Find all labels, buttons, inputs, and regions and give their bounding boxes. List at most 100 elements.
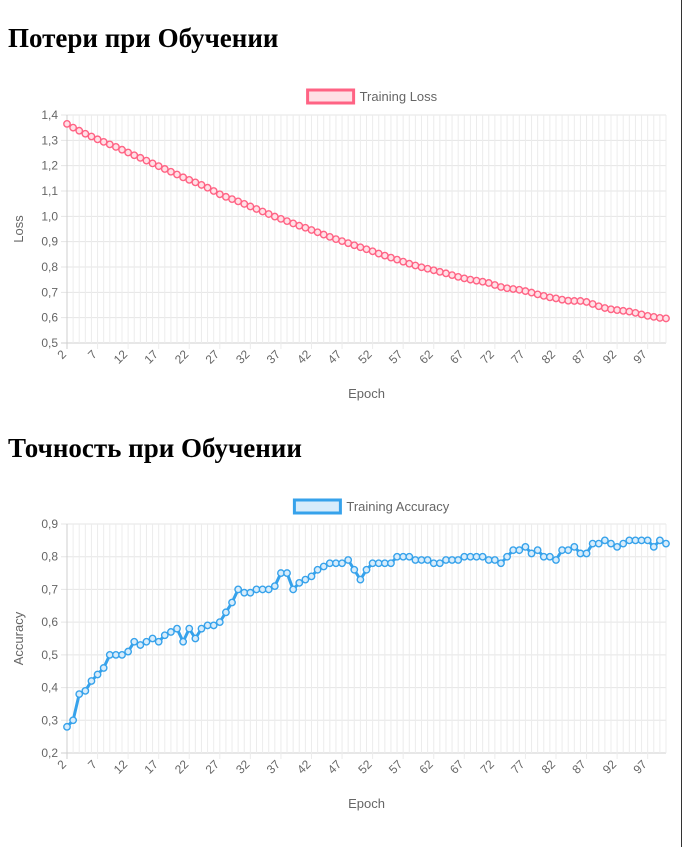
loss-legend-swatch bbox=[306, 88, 356, 105]
accuracy-data-point bbox=[338, 559, 346, 568]
loss-y-tick-label: 1,4 bbox=[41, 108, 58, 122]
loss-x-axis-title: Epoch bbox=[348, 386, 385, 401]
accuracy-x-tick-label: 57 bbox=[386, 757, 406, 777]
accuracy-data-point bbox=[613, 543, 622, 551]
accuracy-data-point bbox=[283, 569, 291, 577]
loss-data-point bbox=[619, 306, 628, 315]
loss-data-point bbox=[118, 145, 126, 154]
loss-data-point bbox=[124, 148, 133, 157]
accuracy-data-point bbox=[533, 546, 542, 555]
loss-data-point bbox=[497, 283, 505, 291]
accuracy-data-point bbox=[142, 637, 151, 646]
accuracy-data-point bbox=[197, 624, 206, 633]
accuracy-data-point bbox=[154, 637, 163, 646]
accuracy-data-point bbox=[130, 637, 139, 646]
accuracy-x-tick-label: 27 bbox=[203, 757, 223, 777]
loss-y-tick-label: 0,9 bbox=[41, 235, 58, 249]
loss-data-point bbox=[631, 308, 640, 317]
accuracy-data-point bbox=[515, 546, 524, 555]
loss-data-point bbox=[539, 291, 548, 300]
accuracy-data-point bbox=[649, 543, 658, 551]
loss-x-tick-label: 82 bbox=[539, 347, 559, 367]
accuracy-data-point bbox=[527, 549, 536, 558]
accuracy-data-point bbox=[564, 546, 573, 555]
accuracy-data-point bbox=[387, 559, 395, 568]
loss-x-tick-label: 47 bbox=[325, 347, 345, 367]
accuracy-data-point bbox=[619, 539, 628, 548]
accuracy-data-point bbox=[662, 539, 670, 548]
accuracy-x-tick-label: 2 bbox=[54, 757, 69, 772]
loss-data-point bbox=[466, 275, 475, 284]
accuracy-data-point bbox=[319, 562, 328, 571]
accuracy-x-tick-label: 97 bbox=[630, 757, 650, 777]
accuracy-x-tick-label: 92 bbox=[600, 757, 620, 777]
loss-data-point bbox=[63, 119, 71, 128]
accuracy-x-axis-title: Epoch bbox=[348, 796, 385, 811]
accuracy-x-tick-label: 17 bbox=[141, 757, 161, 777]
loss-data-point bbox=[87, 132, 96, 141]
loss-x-tick-label: 77 bbox=[508, 347, 528, 367]
accuracy-data-point bbox=[655, 536, 664, 545]
accuracy-data-point bbox=[356, 575, 365, 584]
accuracy-data-point bbox=[63, 722, 71, 731]
accuracy-data-point bbox=[405, 552, 414, 561]
loss-data-point bbox=[515, 285, 524, 294]
accuracy-data-point bbox=[173, 624, 181, 633]
accuracy-data-point bbox=[179, 637, 188, 646]
loss-y-tick-label: 0,5 bbox=[41, 336, 58, 350]
loss-y-tick-label: 1,0 bbox=[41, 209, 58, 223]
accuracy-x-tick-label: 52 bbox=[355, 757, 375, 777]
loss-x-tick-label: 27 bbox=[203, 347, 223, 367]
accuracy-data-point bbox=[148, 634, 157, 643]
accuracy-y-tick-label: 0,8 bbox=[41, 550, 58, 564]
accuracy-data-point bbox=[344, 556, 353, 564]
loss-x-tick-label: 62 bbox=[417, 347, 437, 367]
loss-y-tick-label: 0,7 bbox=[41, 285, 58, 299]
loss-data-point bbox=[454, 272, 463, 281]
loss-data-point bbox=[203, 183, 212, 192]
accuracy-x-tick-label: 22 bbox=[172, 757, 192, 777]
accuracy-y-axis-title: Accuracy bbox=[11, 611, 26, 665]
loss-data-point bbox=[527, 288, 536, 297]
loss-x-tick-label: 42 bbox=[294, 347, 314, 367]
loss-data-point bbox=[460, 274, 469, 283]
accuracy-data-point bbox=[246, 588, 255, 597]
loss-data-point bbox=[509, 285, 518, 293]
loss-y-tick-label: 0,8 bbox=[41, 260, 58, 274]
accuracy-x-tick-label: 67 bbox=[447, 757, 467, 777]
loss-data-point bbox=[448, 271, 456, 280]
loss-chart-title: Потери при Обучении bbox=[8, 23, 279, 53]
accuracy-data-point bbox=[594, 539, 603, 548]
accuracy-x-tick-label: 7 bbox=[85, 757, 100, 772]
accuracy-data-point bbox=[362, 565, 371, 574]
accuracy-data-point bbox=[124, 647, 133, 656]
accuracy-data-point bbox=[289, 585, 298, 594]
accuracy-data-point bbox=[160, 631, 169, 640]
accuracy-data-point bbox=[301, 575, 310, 584]
accuracy-data-point bbox=[191, 634, 200, 643]
loss-data-point bbox=[613, 306, 622, 314]
loss-data-point bbox=[637, 310, 646, 319]
accuracy-data-point bbox=[185, 624, 194, 633]
loss-data-point bbox=[552, 294, 560, 303]
accuracy-data-point bbox=[350, 565, 359, 574]
loss-x-tick-label: 97 bbox=[630, 347, 650, 367]
loss-legend-label: Training Loss bbox=[360, 89, 438, 104]
accuracy-data-point bbox=[228, 598, 236, 607]
loss-data-point bbox=[411, 261, 420, 270]
accuracy-y-tick-label: 0,3 bbox=[41, 713, 58, 727]
accuracy-data-point bbox=[222, 608, 230, 617]
accuracy-chart-title: Точность при Обучении bbox=[8, 433, 302, 463]
accuracy-data-point bbox=[99, 664, 108, 672]
loss-data-point bbox=[429, 266, 438, 275]
loss-data-point bbox=[655, 314, 664, 322]
accuracy-data-point bbox=[118, 650, 126, 659]
loss-x-tick-label: 32 bbox=[233, 347, 253, 367]
accuracy-x-tick-label: 32 bbox=[233, 757, 253, 777]
loss-data-point bbox=[167, 167, 175, 176]
accuracy-legend-swatch bbox=[292, 498, 342, 515]
accuracy-chart: 0,20,30,40,50,60,70,80,92 7 12 17 22 27 32 37 42… bbox=[11, 498, 670, 811]
loss-x-tick-label: 72 bbox=[478, 347, 498, 367]
accuracy-x-tick-label: 82 bbox=[539, 757, 559, 777]
accuracy-data-point bbox=[435, 559, 444, 568]
